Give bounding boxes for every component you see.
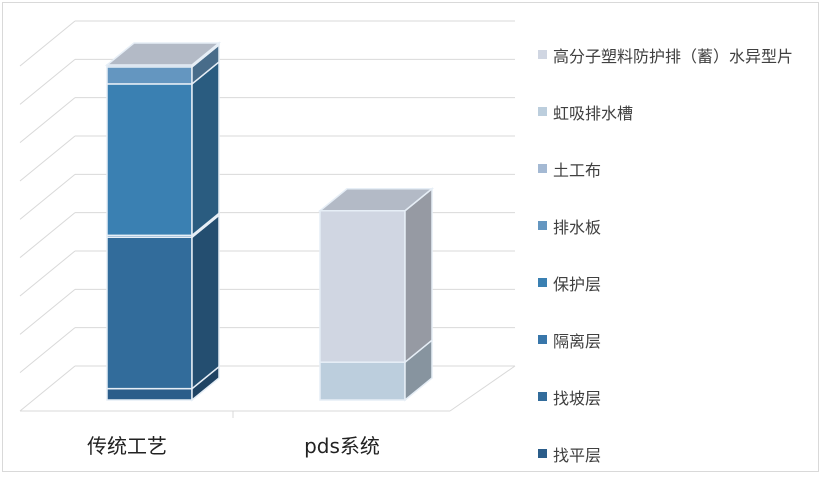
legend-label: 虹吸排水槽 (553, 103, 634, 123)
bar-segment-side (191, 213, 220, 391)
bar-segment (319, 209, 406, 363)
bar-segment (319, 361, 406, 401)
legend-swatch (538, 335, 547, 344)
legend-swatch (538, 107, 547, 116)
bar-segment (106, 83, 193, 237)
gridline-side (19, 20, 76, 67)
legend-label: 找坡层 (553, 388, 602, 408)
legend-label: 高分子塑料防护排（蓄）水异型片 (553, 46, 794, 66)
gridline-side (19, 58, 76, 105)
category-label: pds系统 (304, 434, 380, 458)
legend-item: 保护层 (538, 254, 793, 311)
bar-segment-side (404, 187, 433, 364)
chart-frame (2, 2, 819, 472)
gridline-side (19, 365, 76, 412)
legend-label: 找平层 (553, 445, 602, 465)
gridline-side (19, 97, 76, 144)
legend-item: 虹吸排水槽 (538, 83, 793, 140)
gridline-side (19, 135, 76, 182)
bar-segment (106, 387, 193, 401)
legend-swatch (538, 50, 547, 59)
gridline-side (19, 250, 76, 297)
legend-swatch (538, 221, 547, 230)
legend-swatch (538, 392, 547, 401)
gridline-side (19, 212, 76, 259)
legend-label: 保护层 (553, 274, 602, 294)
legend-item: 排水板 (538, 197, 793, 254)
gridline-side (19, 327, 76, 374)
legend-swatch (538, 164, 547, 173)
legend-item: 高分子塑料防护排（蓄）水异型片 (538, 26, 793, 83)
category-label: 传统工艺 (87, 434, 167, 458)
gridline-side (19, 288, 76, 335)
legend-item: 找平层 (538, 425, 793, 482)
legend-label: 隔离层 (553, 331, 602, 351)
legend-swatch (538, 278, 547, 287)
bar-segment-side (191, 60, 220, 237)
legend-label: 排水板 (553, 217, 602, 237)
legend-swatch (538, 449, 547, 458)
floor-edge (449, 365, 516, 412)
bar-segment (106, 236, 193, 390)
legend-item: 土工布 (538, 140, 793, 197)
legend-item: 隔离层 (538, 311, 793, 368)
legend: 高分子塑料防护排（蓄）水异型片 虹吸排水槽土工布排水板保护层隔离层找坡层找平层 (538, 26, 793, 482)
bar-top (104, 42, 222, 66)
bar-segment (106, 66, 193, 85)
legend-item: 找坡层 (538, 368, 793, 425)
legend-label: 土工布 (553, 160, 602, 180)
bar-top (317, 187, 435, 212)
gridline-side (19, 173, 76, 220)
